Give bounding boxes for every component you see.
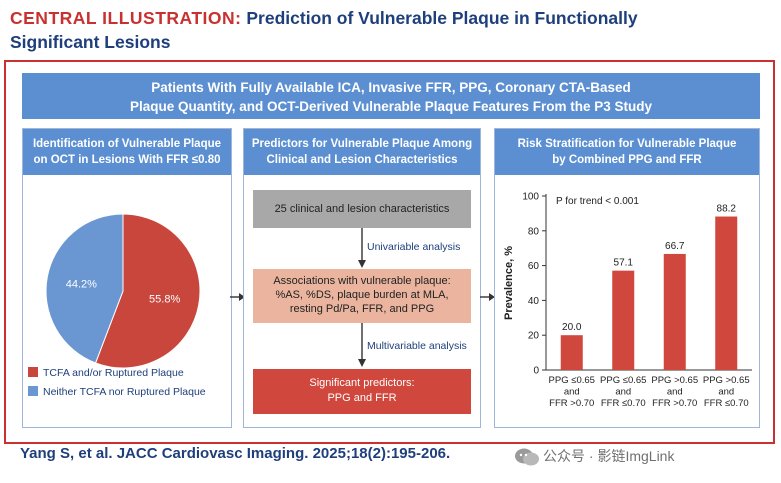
title-area: CENTRAL ILLUSTRATION: Prediction of Vuln… bbox=[0, 0, 781, 62]
x-category-label-0-0: PPG ≤0.65 bbox=[549, 375, 595, 386]
predictors-line-1: Significant predictors: bbox=[309, 377, 415, 389]
x-category-label-1-0: PPG ≤0.65 bbox=[600, 375, 646, 386]
multivariable-label: Multivariable analysis bbox=[367, 340, 467, 352]
left-panel-header-line-1: Identification of Vulnerable Plaque bbox=[32, 138, 222, 150]
associations-line-1: Associations with vulnerable plaque: bbox=[273, 275, 451, 287]
down-arrow-icon bbox=[358, 323, 366, 367]
flow-box-predictors: Significant predictors: PPG and FFR bbox=[253, 369, 471, 414]
bar-0 bbox=[560, 335, 583, 370]
pie-slice-1 bbox=[45, 213, 124, 364]
left-panel: Identification of Vulnerable Plaque on O… bbox=[22, 128, 232, 428]
univariable-label: Univariable analysis bbox=[367, 241, 461, 253]
middle-panel-header-line-1: Predictors for Vulnerable Plaque Among bbox=[251, 138, 473, 150]
pie-slice-label-1: 44.2% bbox=[66, 278, 97, 290]
middle-panel-header-line-2: Clinical and Lesion Characteristics bbox=[266, 154, 458, 166]
x-category-label-3-2: FFR ≤0.70 bbox=[704, 398, 749, 409]
y-tick-label-0: 0 bbox=[533, 366, 539, 377]
legend-label-neither: Neither TCFA nor Ruptured Plaque bbox=[43, 386, 206, 398]
legend-label-tcfa: TCFA and/or Ruptured Plaque bbox=[43, 367, 184, 379]
bar-3 bbox=[715, 216, 738, 370]
x-category-label-2-0: PPG >0.65 bbox=[651, 375, 698, 386]
p-trend-annotation: P for trend < 0.001 bbox=[556, 196, 639, 207]
banner-line-2: Plaque Quantity, and OCT-Derived Vulnera… bbox=[129, 99, 653, 114]
x-category-label-2-2: FFR >0.70 bbox=[652, 398, 697, 409]
bar-value-label-2: 66.7 bbox=[665, 241, 685, 252]
y-axis-label: Prevalence, % bbox=[503, 246, 515, 320]
flow-box-associations: Associations with vulnerable plaque: %AS… bbox=[253, 269, 471, 323]
y-tick-label-20: 20 bbox=[528, 331, 540, 342]
x-category-label-1-1: and bbox=[615, 387, 631, 398]
predictors-line-2: PPG and FFR bbox=[327, 392, 397, 404]
down-arrow-icon bbox=[358, 228, 366, 268]
middle-panel-header: Predictors for Vulnerable Plaque Among C… bbox=[244, 129, 480, 175]
right-panel-header-line-2: by Combined PPG and FFR bbox=[552, 154, 702, 166]
top-banner: Patients With Fully Available ICA, Invas… bbox=[22, 73, 760, 119]
left-panel-header: Identification of Vulnerable Plaque on O… bbox=[23, 129, 231, 175]
left-panel-header-line-2: on OCT in Lesions With FFR ≤0.80 bbox=[33, 154, 221, 166]
associations-line-2: %AS, %DS, plaque burden at MLA, bbox=[275, 289, 449, 301]
x-category-label-2-1: and bbox=[667, 387, 683, 398]
right-panel-header-line-1: Risk Stratification for Vulnerable Plaqu… bbox=[517, 138, 737, 150]
y-tick-label-60: 60 bbox=[528, 261, 540, 272]
bar-value-label-3: 88.2 bbox=[717, 204, 737, 215]
pie-chart: 55.8% 44.2% bbox=[45, 213, 201, 369]
legend-item-neither: Neither TCFA nor Ruptured Plaque bbox=[28, 386, 206, 398]
legend-swatch-neither bbox=[28, 386, 38, 396]
arrow-right-icon bbox=[230, 293, 245, 301]
central-illustration-label: CENTRAL ILLUSTRATION: bbox=[10, 8, 242, 28]
bar-chart: 0 20 40 60 80 100 Prevalence, % P for trend < 0… bbox=[503, 192, 752, 409]
legend-item-tcfa: TCFA and/or Ruptured Plaque bbox=[28, 367, 184, 379]
x-category-label-0-2: FFR >0.70 bbox=[549, 398, 594, 409]
citation: Yang S, et al. JACC Cardiovasc Imaging. … bbox=[20, 445, 451, 462]
bar-2 bbox=[663, 253, 686, 370]
bar-value-label-0: 20.0 bbox=[562, 322, 582, 333]
right-panel-header: Risk Stratification for Vulnerable Plaqu… bbox=[495, 129, 759, 175]
pie-slice-0 bbox=[94, 213, 201, 369]
associations-line-3: resting Pd/Pa, FFR, and PPG bbox=[289, 303, 435, 315]
x-category-label-0-1: and bbox=[564, 387, 580, 398]
x-category-label-3-1: and bbox=[718, 387, 734, 398]
banner-line-1: Patients With Fully Available ICA, Invas… bbox=[151, 80, 631, 95]
x-category-label-3-0: PPG >0.65 bbox=[703, 375, 750, 386]
title-line-1: CENTRAL ILLUSTRATION: Prediction of Vuln… bbox=[10, 8, 638, 29]
title-text-1: Prediction of Vulnerable Plaque in Funct… bbox=[246, 8, 638, 28]
watermark-text: 公众号 · 影链ImgLink bbox=[543, 448, 675, 464]
title-line-2: Significant Lesions bbox=[10, 32, 171, 52]
x-category-label-1-2: FFR ≤0.70 bbox=[601, 398, 646, 409]
legend-swatch-tcfa bbox=[28, 367, 38, 377]
bar-1 bbox=[612, 270, 635, 370]
pie-slice-label-0: 55.8% bbox=[149, 294, 180, 306]
y-tick-label-40: 40 bbox=[528, 296, 540, 307]
bar-value-label-1: 57.1 bbox=[614, 258, 634, 269]
flow-box-characteristics: 25 clinical and lesion characteristics bbox=[253, 190, 471, 228]
arrow-right-icon bbox=[480, 293, 495, 301]
wechat-icon bbox=[515, 448, 539, 466]
y-tick-label-100: 100 bbox=[522, 192, 539, 203]
y-tick-label-80: 80 bbox=[528, 226, 540, 237]
